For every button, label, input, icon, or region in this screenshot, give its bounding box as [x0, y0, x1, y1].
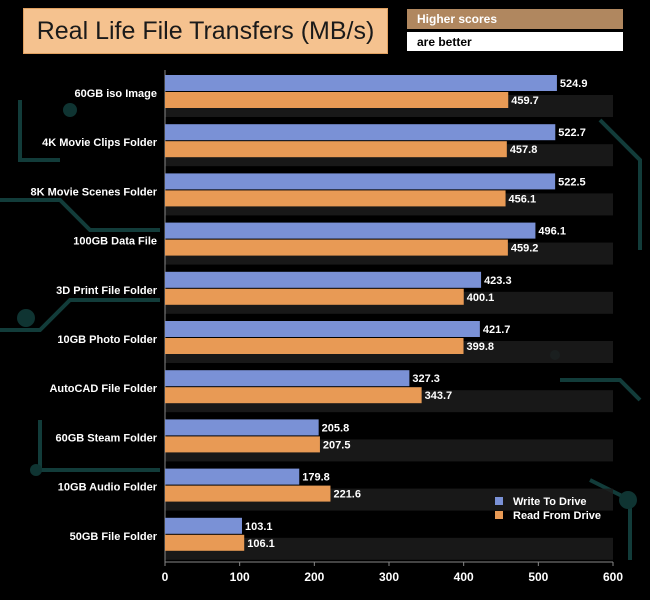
category-label: 60GB Steam Folder — [56, 432, 158, 444]
category-label: 60GB iso Image — [74, 88, 157, 100]
write-bar — [165, 173, 556, 190]
read-bar — [165, 288, 464, 305]
read-bar — [165, 534, 245, 551]
category-label: 8K Movie Scenes Folder — [30, 186, 157, 198]
data-label: 343.7 — [425, 390, 453, 402]
x-tick-label: 0 — [162, 570, 169, 584]
data-label: 459.7 — [511, 95, 539, 107]
are-better-note: are better — [407, 32, 623, 51]
data-label: 522.7 — [558, 127, 586, 139]
data-label: 399.8 — [467, 341, 495, 353]
read-bar — [165, 141, 507, 158]
x-tick-label: 400 — [454, 570, 474, 584]
data-label: 179.8 — [302, 472, 330, 484]
data-label: 456.1 — [509, 193, 537, 205]
write-bar — [165, 321, 480, 337]
write-bar — [165, 517, 242, 534]
row-band — [165, 537, 613, 560]
write-bar — [165, 124, 556, 141]
data-label: 522.5 — [558, 176, 586, 188]
read-bar — [165, 387, 422, 404]
write-bar — [165, 468, 300, 485]
data-label: 423.3 — [484, 275, 512, 287]
read-bar — [165, 436, 320, 453]
x-tick-label: 300 — [379, 570, 399, 584]
category-label: 3D Print File Folder — [56, 285, 158, 297]
data-label: 207.5 — [323, 439, 351, 451]
data-label: 459.2 — [511, 243, 539, 255]
category-label: 10GB Audio Folder — [58, 482, 158, 494]
chart-title: Real Life File Transfers (MB/s) — [23, 8, 388, 54]
write-bar — [165, 419, 319, 436]
data-label: 421.7 — [483, 324, 511, 336]
read-bar — [165, 92, 509, 108]
data-label: 205.8 — [322, 422, 350, 434]
data-label: 327.3 — [412, 373, 440, 385]
category-label: 10GB Photo Folder — [57, 334, 157, 346]
write-bar — [165, 75, 557, 91]
legend-swatch-read — [495, 511, 503, 519]
higher-scores-note: Higher scores — [407, 9, 623, 29]
read-bar — [165, 239, 508, 256]
data-label: 457.8 — [510, 144, 538, 156]
read-bar — [165, 338, 464, 354]
legend-swatch-write — [495, 497, 503, 505]
data-label: 496.1 — [538, 226, 566, 238]
x-tick-label: 500 — [528, 570, 548, 584]
category-label: 100GB Data File — [73, 236, 157, 248]
x-tick-label: 600 — [603, 570, 623, 584]
data-label: 106.1 — [247, 538, 275, 550]
category-label: AutoCAD File Folder — [49, 383, 157, 395]
data-label: 103.1 — [245, 521, 273, 533]
read-bar — [165, 485, 331, 502]
legend-label-read: Read From Drive — [513, 510, 601, 522]
category-label: 50GB File Folder — [70, 531, 158, 543]
legend-label-write: Write To Drive — [513, 496, 587, 508]
write-bar — [165, 370, 410, 387]
read-bar — [165, 190, 506, 207]
x-tick-label: 200 — [304, 570, 324, 584]
data-label: 524.9 — [560, 78, 588, 90]
data-label: 400.1 — [467, 292, 495, 304]
write-bar — [165, 271, 482, 288]
write-bar — [165, 222, 536, 239]
x-tick-label: 100 — [230, 570, 250, 584]
data-label: 221.6 — [333, 489, 361, 501]
category-label: 4K Movie Clips Folder — [42, 137, 158, 149]
